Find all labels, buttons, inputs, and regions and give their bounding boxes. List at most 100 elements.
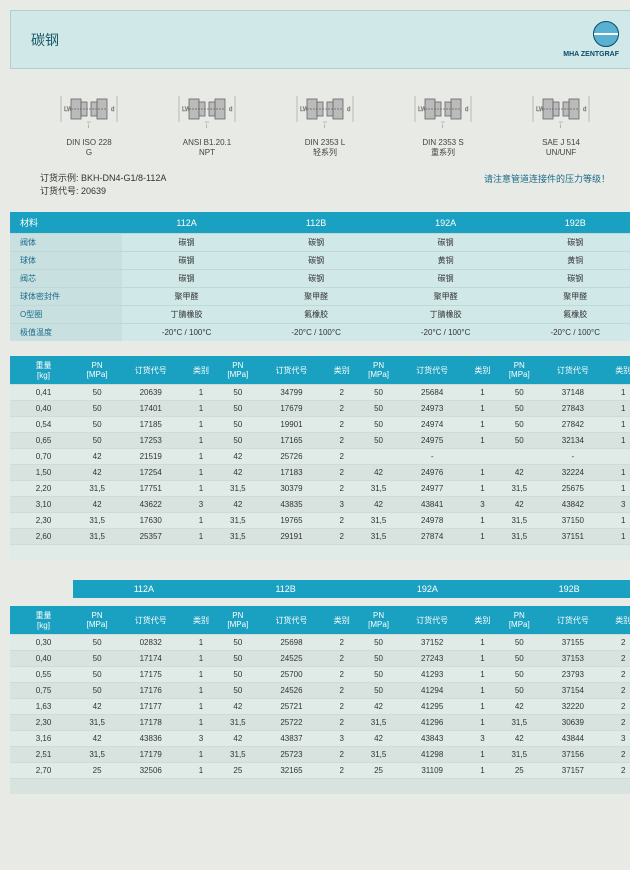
dt-cell: 1: [184, 481, 218, 497]
mat-cell: 碳钢: [381, 270, 511, 288]
mat-cell: 碳钢: [122, 252, 252, 270]
dt-cell: 1: [606, 385, 630, 401]
mat-header: 材料: [10, 212, 122, 234]
dt-cell: 1: [606, 529, 630, 545]
dt-cell: 2: [325, 715, 359, 731]
dt-cell: 31109: [399, 763, 466, 779]
dt-cell: 20639: [117, 385, 184, 401]
dt-cell: [606, 545, 630, 561]
dt-cell: 2: [325, 481, 359, 497]
mat-cell: 黄铜: [381, 252, 511, 270]
dt-cell: 37152: [399, 635, 466, 651]
dt-cell: 50: [218, 433, 258, 449]
dt-cell: 2,51: [10, 747, 77, 763]
diagram-label: DIN 2353 L轻系列: [295, 138, 355, 157]
dt-header: 订货代号: [399, 606, 466, 635]
dt-header: PN[MPa]: [77, 356, 117, 385]
dt-cell: 1: [466, 699, 500, 715]
dt-header: PN[MPa]: [358, 606, 398, 635]
dt-cell: 1: [466, 529, 500, 545]
dt-cell: 25721: [258, 699, 325, 715]
dt-cell: 31,5: [358, 529, 398, 545]
dt-cell: 25675: [539, 481, 606, 497]
dt-cell: 37156: [539, 747, 606, 763]
dt-cell: 1: [184, 529, 218, 545]
dt-cell: 42: [499, 497, 539, 513]
dt-cell: 19765: [258, 513, 325, 529]
dt-cell: 2: [325, 699, 359, 715]
dt-cell: 17179: [117, 747, 184, 763]
dt-cell: [399, 545, 466, 561]
order-note: 请注意管道连接件的压力等级！: [484, 172, 610, 197]
dt-cell: 3: [466, 497, 500, 513]
dt-cell: 50: [358, 651, 398, 667]
dt-cell: 02832: [117, 635, 184, 651]
dt-cell: [258, 779, 325, 795]
dt-cell: 1: [184, 747, 218, 763]
dt-cell: 32134: [539, 433, 606, 449]
svg-text:d: d: [465, 107, 468, 113]
diagram-label: ANSI B1.20.1NPT: [177, 138, 237, 157]
dt-cell: 50: [499, 683, 539, 699]
dt-cell: 2,30: [10, 715, 77, 731]
dt-header: 订货代号: [117, 356, 184, 385]
dt-cell: 31,5: [499, 747, 539, 763]
dt-header: 订货代号: [539, 606, 606, 635]
dt-cell: 2: [325, 529, 359, 545]
mat-cell: 阀体: [10, 234, 122, 252]
dt-cell: 0,70: [10, 449, 77, 465]
dt-cell: 1: [466, 513, 500, 529]
dt-cell: 25: [358, 763, 398, 779]
dt-cell: 2: [606, 747, 630, 763]
dt-cell: 2: [325, 449, 359, 465]
mat-cell: 碳钢: [122, 270, 252, 288]
dt-cell: 37148: [539, 385, 606, 401]
dt-cell: 42: [77, 731, 117, 747]
dt-cell: 27842: [539, 417, 606, 433]
dt-cell: 24525: [258, 651, 325, 667]
brand-name: MHA ZENTGRAF: [563, 51, 619, 58]
dt-cell: 2: [325, 635, 359, 651]
dt-cell: 1: [466, 481, 500, 497]
dt-cell: -: [539, 449, 606, 465]
dt-cell: 41293: [399, 667, 466, 683]
dt-cell: 24977: [399, 481, 466, 497]
dt-cell: 25: [499, 763, 539, 779]
dt-cell: 42: [77, 449, 117, 465]
dt-cell: 21519: [117, 449, 184, 465]
dt-cell: 24526: [258, 683, 325, 699]
dt-cell: 1: [606, 433, 630, 449]
dt-cell: 1: [466, 747, 500, 763]
dt-cell: 42: [358, 465, 398, 481]
dt-cell: 37153: [539, 651, 606, 667]
dt-cell: 25698: [258, 635, 325, 651]
dt-header: 类别: [325, 606, 359, 635]
dt-cell: 1,63: [10, 699, 77, 715]
dt-header: 重量[kg]: [10, 356, 77, 385]
diagram-2: LWd RA iDIN 2353 L轻系列: [295, 84, 355, 157]
dt-cell: 1: [606, 401, 630, 417]
dt-cell: 24976: [399, 465, 466, 481]
dt-header: PN[MPa]: [358, 356, 398, 385]
dt-cell: 37154: [539, 683, 606, 699]
dt-cell: 27843: [539, 401, 606, 417]
mat-cell: 阀芯: [10, 270, 122, 288]
dt-cell: 31,5: [77, 481, 117, 497]
diagram-label: DIN 2353 S重系列: [413, 138, 473, 157]
dt-cell: [499, 779, 539, 795]
dt-cell: 0,40: [10, 651, 77, 667]
dt-cell: 42: [218, 497, 258, 513]
dt-cell: 2,60: [10, 529, 77, 545]
dt-cell: 24975: [399, 433, 466, 449]
dt-cell: 17174: [117, 651, 184, 667]
dt-header: 类别: [466, 356, 500, 385]
diagram-4: LWd RA iSAE J 514UN/UNF: [531, 84, 591, 157]
dt-cell: 31,5: [358, 747, 398, 763]
dt-cell: 2: [325, 401, 359, 417]
dt-cell: 0,75: [10, 683, 77, 699]
dt-cell: 50: [499, 401, 539, 417]
dt-cell: 1: [466, 385, 500, 401]
dt-cell: [358, 449, 398, 465]
dt-cell: 2: [325, 763, 359, 779]
dt-cell: 41296: [399, 715, 466, 731]
